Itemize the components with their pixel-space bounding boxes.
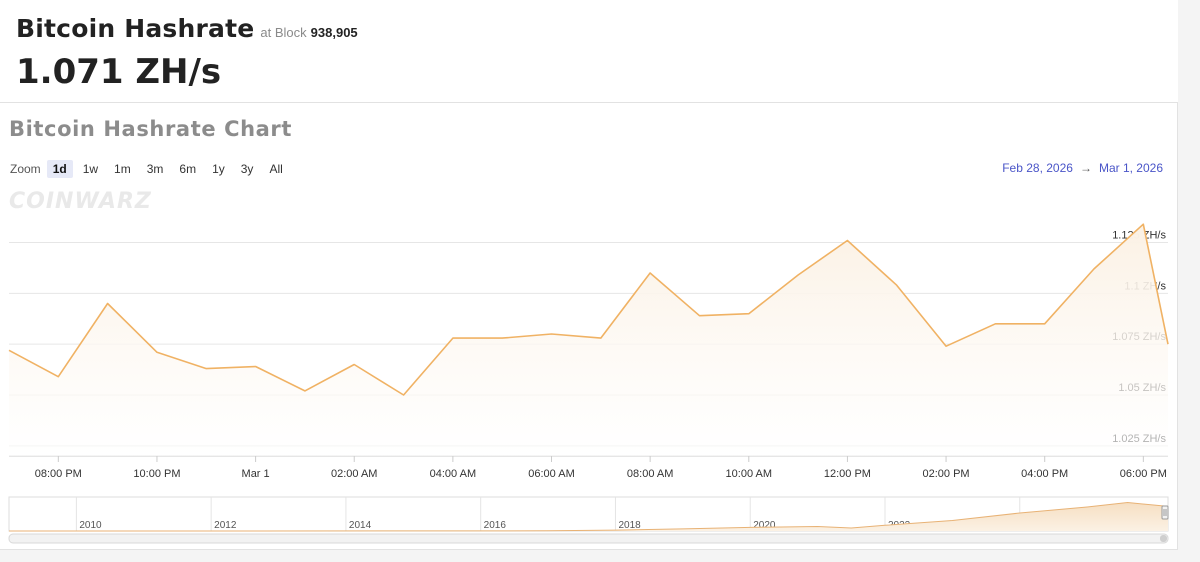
coinwarz-watermark: COINWARZ — [9, 189, 152, 214]
hashrate-area — [9, 224, 1168, 456]
data-point[interactable] — [943, 343, 949, 349]
x-tick-label: 02:00 AM — [331, 468, 377, 480]
data-point[interactable] — [154, 349, 160, 355]
x-tick-label: 04:00 AM — [430, 468, 476, 480]
current-hashrate: 1.071 ZH/s — [16, 52, 222, 92]
data-point[interactable] — [499, 335, 505, 341]
navigator-line — [8, 501, 1169, 532]
navigator-year-label: 2018 — [618, 520, 641, 531]
navigator-year-label: 2014 — [349, 520, 372, 531]
zoom-button-6m[interactable]: 6m — [179, 162, 197, 176]
chart-panel: Bitcoin Hashrate Chart Zoom 1d 1w 1m 3m … — [0, 102, 1178, 550]
x-tick-label: 06:00 PM — [1120, 468, 1167, 480]
data-point[interactable] — [894, 282, 900, 288]
range-to-date[interactable]: Mar 1, 2026 — [1098, 161, 1163, 175]
zoom-label: Zoom — [10, 162, 41, 176]
navigator-handle[interactable] — [1161, 505, 1169, 520]
navigator-year-label: 2020 — [753, 520, 776, 531]
data-point[interactable] — [351, 362, 357, 368]
at-block-label: at Block — [260, 25, 307, 40]
x-tick-label: 10:00 PM — [133, 468, 180, 480]
navigator-area — [9, 502, 1168, 531]
hashrate-series-line — [8, 223, 1169, 396]
hashrate-chart: 1.025 ZH/s1.05 ZH/s1.075 ZH/s1.1 ZH/s1.1… — [6, 221, 1171, 544]
navigator-scrollbar-thumb[interactable] — [1160, 535, 1167, 542]
data-point[interactable] — [1165, 341, 1171, 347]
data-point[interactable] — [746, 311, 752, 317]
data-point[interactable] — [1091, 266, 1097, 272]
x-tick-label: 02:00 PM — [923, 468, 970, 480]
chart-title: Bitcoin Hashrate Chart — [9, 117, 293, 141]
zoom-button-1m[interactable]: 1m — [114, 162, 131, 176]
x-tick-label: 06:00 AM — [528, 468, 574, 480]
x-tick-label: 12:00 PM — [824, 468, 871, 480]
zoom-button-1d[interactable]: 1d — [46, 160, 73, 178]
data-point[interactable] — [992, 321, 998, 327]
zoom-button-1y[interactable]: 1y — [212, 162, 225, 176]
zoom-button-all[interactable]: All — [269, 162, 283, 176]
block-number: 938,905 — [310, 25, 358, 40]
x-tick-label: 08:00 PM — [35, 468, 82, 480]
data-point[interactable] — [647, 270, 653, 276]
title-row: Bitcoin Hashrate at Block 938,905 — [16, 14, 358, 43]
navigator-year-label: 2016 — [484, 520, 507, 531]
data-point[interactable] — [302, 388, 308, 394]
data-point[interactable] — [105, 301, 111, 307]
zoom-button-1w[interactable]: 1w — [82, 162, 99, 176]
data-point[interactable] — [203, 366, 209, 372]
data-point[interactable] — [697, 313, 703, 319]
data-point[interactable] — [6, 347, 12, 353]
x-tick-label: Mar 1 — [242, 468, 270, 480]
x-tick-label: 10:00 AM — [726, 468, 772, 480]
data-point[interactable] — [1042, 321, 1048, 327]
navigator-year-label: 2012 — [214, 520, 237, 531]
navigator-year-label: 2010 — [79, 520, 102, 531]
data-point[interactable] — [55, 374, 61, 380]
data-point[interactable] — [549, 331, 555, 337]
range-from-date[interactable]: Feb 28, 2026 — [1002, 161, 1073, 175]
data-point[interactable] — [795, 272, 801, 278]
zoom-controls: Zoom 1d 1w 1m 3m 6m 1y 3y All — [10, 160, 293, 178]
data-point[interactable] — [844, 238, 850, 244]
zoom-button-3m[interactable]: 3m — [146, 162, 164, 176]
x-tick-label: 04:00 PM — [1021, 468, 1068, 480]
range-arrow-icon: → — [1079, 161, 1092, 175]
data-point[interactable] — [401, 392, 407, 398]
zoom-button-3y[interactable]: 3y — [240, 162, 254, 176]
data-point[interactable] — [253, 364, 259, 370]
header: Bitcoin Hashrate at Block 938,905 1.071 … — [0, 0, 1178, 102]
data-point[interactable] — [450, 335, 456, 341]
data-point[interactable] — [598, 335, 604, 341]
date-range: Feb 28, 2026 → Mar 1, 2026 — [1002, 161, 1163, 175]
page-title: Bitcoin Hashrate — [16, 14, 255, 43]
navigator-scrollbar[interactable] — [8, 533, 1169, 544]
data-point[interactable] — [1140, 221, 1146, 227]
x-tick-label: 08:00 AM — [627, 468, 673, 480]
